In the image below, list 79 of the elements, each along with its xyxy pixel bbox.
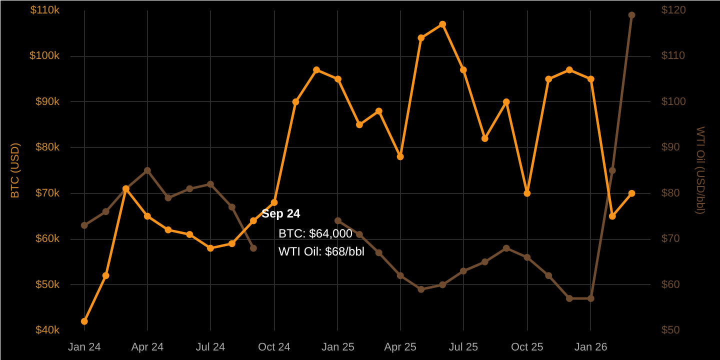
point — [628, 190, 636, 197]
x-tick-label: Jan 25 — [321, 342, 354, 354]
y-tick-label: $70k — [36, 187, 60, 200]
point — [587, 76, 594, 83]
point — [102, 208, 110, 216]
y-tick-label: $80k — [36, 142, 60, 154]
point — [334, 76, 342, 83]
y2-tick-label: $100 — [662, 96, 686, 108]
point — [228, 240, 236, 248]
y2-tick-label: $80 — [662, 187, 680, 200]
annotation: BTC: $64,000 — [278, 226, 353, 240]
point — [375, 249, 382, 256]
point — [164, 194, 172, 202]
y2-tick-label: $60 — [662, 278, 680, 291]
y2-tick-label: $110 — [662, 50, 686, 62]
point — [524, 254, 531, 261]
y2-tick-label: $70 — [662, 233, 680, 246]
y2-axis-title: WTI Oil (USD/bbl) — [694, 126, 706, 214]
y-tick-label: $90k — [36, 96, 60, 108]
annotation: Sep 24 — [262, 206, 301, 220]
point — [144, 212, 151, 220]
point — [502, 98, 510, 106]
point — [164, 226, 172, 234]
point — [80, 222, 88, 229]
point — [356, 231, 363, 238]
point — [439, 20, 446, 28]
x-tick-label: Jan 26 — [574, 342, 608, 354]
point — [334, 217, 342, 224]
point — [566, 295, 573, 302]
point — [418, 34, 425, 42]
point — [439, 281, 446, 288]
point — [186, 231, 194, 238]
point — [228, 204, 236, 211]
point — [375, 108, 382, 115]
point — [102, 272, 110, 280]
y-axis-title: BTC (USD) — [10, 142, 22, 198]
point — [481, 135, 488, 142]
point — [313, 66, 320, 74]
point — [524, 190, 531, 197]
y-tick-label: $100k — [30, 50, 60, 62]
point — [545, 76, 552, 83]
y2-tick-label: $50 — [662, 324, 680, 336]
point — [418, 286, 425, 293]
point — [460, 66, 467, 74]
y-tick-label: $50k — [36, 278, 60, 291]
point — [587, 295, 594, 302]
point — [186, 185, 194, 192]
y-tick-label: $110k — [30, 4, 60, 16]
y-tick-label: $60k — [36, 233, 60, 246]
x-tick-label: Jan 24 — [68, 342, 101, 354]
point — [502, 244, 510, 252]
point — [356, 121, 363, 128]
x-tick-label: Apr 25 — [384, 342, 417, 354]
annotation: WTI Oil: $68/bbl — [278, 244, 365, 258]
point — [250, 244, 257, 252]
point — [545, 272, 552, 280]
point — [270, 199, 278, 206]
x-tick-label: Jul 24 — [196, 342, 226, 354]
point — [206, 244, 214, 252]
point — [396, 153, 404, 160]
y2-tick-label: $120 — [662, 4, 686, 16]
x-tick-label: Oct 24 — [258, 342, 290, 354]
y-tick-label: $40k — [36, 324, 60, 336]
x-tick-label: Jul 25 — [448, 342, 478, 354]
point — [80, 318, 88, 325]
point — [250, 217, 257, 224]
point — [206, 180, 214, 188]
point — [396, 272, 404, 280]
point — [481, 258, 488, 266]
point — [566, 66, 573, 74]
point — [144, 167, 151, 174]
point — [460, 268, 467, 275]
x-tick-label: Apr 24 — [131, 342, 164, 354]
point — [292, 98, 300, 106]
point — [628, 12, 636, 19]
point — [608, 212, 616, 220]
point — [608, 167, 616, 174]
x-tick-label: Oct 25 — [510, 342, 544, 354]
y2-tick-label: $90 — [662, 142, 680, 154]
